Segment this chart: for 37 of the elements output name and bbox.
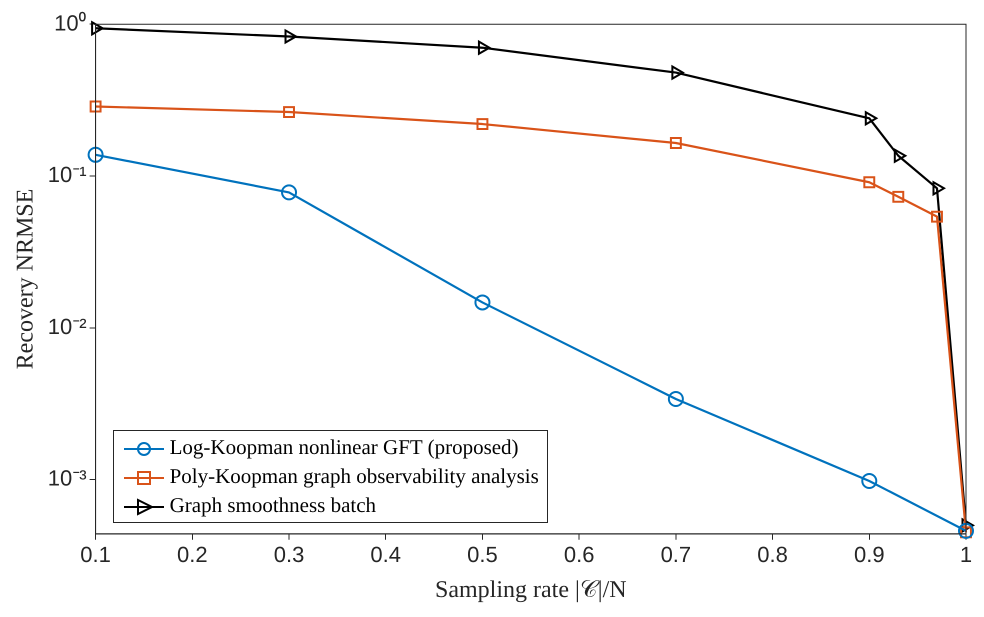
point bbox=[90, 100, 102, 112]
x-axis-title: Sampling rate |𝒞|/N bbox=[435, 576, 627, 603]
x-tick-label: 0.1 bbox=[80, 542, 111, 568]
point bbox=[671, 66, 684, 80]
point bbox=[281, 184, 298, 200]
y-tick-label: 10⁰ bbox=[54, 10, 87, 36]
x-tick-label: 0.6 bbox=[564, 542, 594, 568]
point bbox=[668, 390, 684, 407]
legend-label: Log-Koopman nonlinear GFT (proposed) bbox=[170, 434, 519, 459]
point bbox=[932, 181, 945, 196]
x-tick-label: 0.2 bbox=[177, 542, 208, 568]
point bbox=[894, 148, 906, 163]
point bbox=[931, 210, 943, 223]
point bbox=[474, 294, 490, 310]
point bbox=[670, 137, 682, 149]
x-tick-label: 0.4 bbox=[370, 542, 402, 568]
point bbox=[863, 176, 876, 188]
point bbox=[861, 473, 878, 489]
y-axis-title: Recovery NRMSE bbox=[12, 188, 39, 370]
point bbox=[478, 40, 490, 55]
y-tick-label: 10⁻³ bbox=[48, 466, 87, 491]
y-tick-label: 10⁻¹ bbox=[48, 162, 87, 188]
point bbox=[864, 111, 878, 126]
point bbox=[892, 190, 904, 203]
y-tick-label: 10⁻² bbox=[48, 314, 87, 339]
x-tick-label: 0.5 bbox=[467, 542, 498, 568]
legend-label: Poly-Koopman graph observability analysis bbox=[170, 464, 539, 488]
x-tick-label: 0.9 bbox=[854, 542, 885, 568]
x-tick-label: 0.8 bbox=[757, 542, 788, 568]
point bbox=[476, 118, 488, 130]
point bbox=[958, 522, 974, 539]
point bbox=[283, 106, 295, 118]
point bbox=[88, 146, 104, 163]
x-tick-label: 1 bbox=[960, 542, 972, 568]
x-tick-label: 0.7 bbox=[660, 542, 692, 568]
legend-label: Graph smoothness batch bbox=[170, 492, 376, 517]
x-tick-label: 0.3 bbox=[274, 542, 304, 568]
